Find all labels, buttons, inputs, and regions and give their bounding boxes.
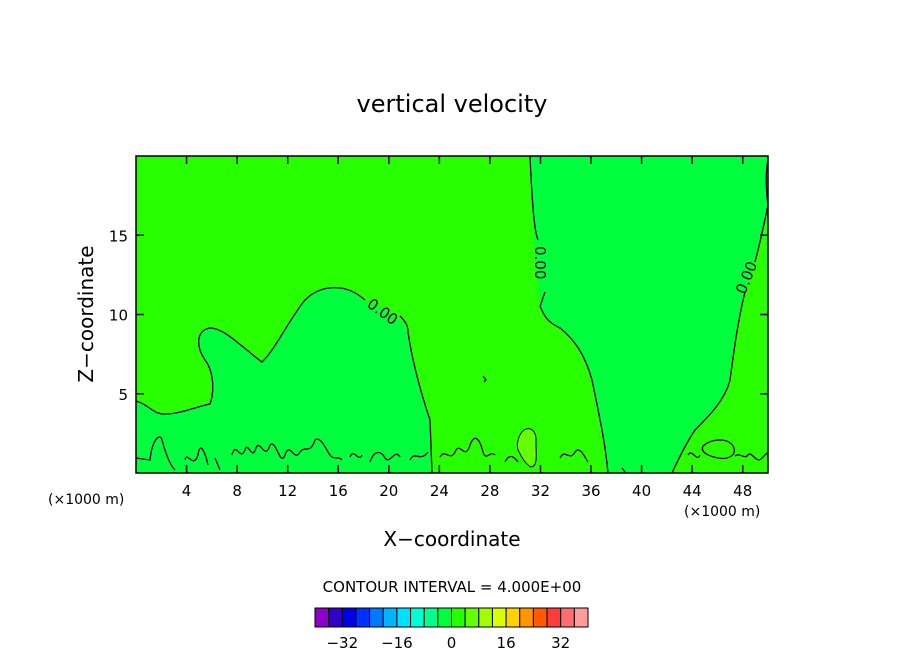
x-tick-label: 36 bbox=[581, 482, 600, 500]
colorbar-swatch bbox=[423, 607, 439, 628]
contour-interval-label: CONTOUR INTERVAL = 4.000E+00 bbox=[323, 578, 582, 596]
x-tick-label: 32 bbox=[531, 482, 550, 500]
y-axis-title: Z−coordinate bbox=[74, 245, 98, 382]
x-tick-label: 20 bbox=[379, 482, 398, 500]
contour-label: 0.00 bbox=[531, 246, 549, 279]
x-tick-label: 16 bbox=[329, 482, 348, 500]
negative-region-right bbox=[530, 156, 768, 473]
colorbar-swatch bbox=[546, 607, 562, 628]
chart-title: vertical velocity bbox=[357, 90, 548, 118]
y-tick-label: 15 bbox=[109, 227, 128, 245]
colorbar-swatch bbox=[341, 607, 357, 628]
colorbar-swatch bbox=[519, 607, 534, 628]
x-tick-label: 44 bbox=[683, 482, 702, 500]
bubble-contour bbox=[516, 428, 537, 468]
colorbar-labels: −32 −16 0 16 32 bbox=[326, 634, 570, 652]
x-tick-label: 48 bbox=[733, 482, 752, 500]
contour-lines bbox=[136, 156, 768, 473]
y-tick-label: 5 bbox=[118, 386, 128, 404]
y-tick-label: 10 bbox=[109, 307, 128, 325]
surface-contours bbox=[136, 436, 768, 473]
colorbar-swatch bbox=[491, 607, 507, 628]
y-axis: 5 10 15 bbox=[109, 227, 768, 404]
x-axis-title: X−coordinate bbox=[383, 527, 520, 551]
x-unit-left: (×1000 m) bbox=[48, 492, 124, 508]
colorbar bbox=[314, 607, 589, 628]
colorbar-tick-label: −16 bbox=[381, 634, 413, 652]
colorbar-swatch bbox=[464, 607, 480, 628]
negative-region-left bbox=[136, 287, 432, 473]
colorbar-swatch bbox=[560, 607, 575, 628]
colorbar-tick-label: 32 bbox=[551, 634, 570, 652]
zero-contour-right bbox=[671, 204, 768, 473]
colorbar-swatch bbox=[382, 607, 398, 628]
colorbar-swatch bbox=[451, 607, 466, 628]
contour-fill-regions bbox=[136, 156, 768, 473]
x-unit-right: (×1000 m) bbox=[684, 504, 760, 520]
x-tick-label: 8 bbox=[232, 482, 242, 500]
colorbar-swatch bbox=[505, 607, 521, 628]
x-tick-label: 12 bbox=[278, 482, 297, 500]
x-tick-label: 24 bbox=[430, 482, 449, 500]
colorbar-tick-label: 16 bbox=[497, 634, 516, 652]
colorbar-swatch bbox=[355, 607, 371, 628]
colorbar-swatch bbox=[532, 607, 548, 628]
colorbar-swatch bbox=[369, 607, 384, 628]
small-closed-contour bbox=[701, 439, 735, 460]
colorbar-swatch bbox=[478, 607, 493, 628]
colorbar-swatch bbox=[396, 607, 412, 628]
colorbar-swatch bbox=[410, 607, 425, 628]
x-tick-label: 40 bbox=[632, 482, 651, 500]
colorbar-tick-label: 0 bbox=[447, 634, 457, 652]
colorbar-swatch bbox=[314, 607, 330, 628]
colorbar-swatch bbox=[437, 607, 453, 628]
colorbar-tick-label: −32 bbox=[326, 634, 358, 652]
x-axis: 4 8 12 16 20 24 28 32 36 40 44 48 bbox=[182, 156, 752, 500]
tiny-marker bbox=[482, 375, 487, 383]
zero-contour-left bbox=[136, 287, 433, 473]
colorbar-swatch bbox=[328, 607, 343, 628]
colorbar-swatch bbox=[573, 607, 589, 628]
x-tick-label: 28 bbox=[480, 482, 499, 500]
x-tick-label: 4 bbox=[182, 482, 192, 500]
